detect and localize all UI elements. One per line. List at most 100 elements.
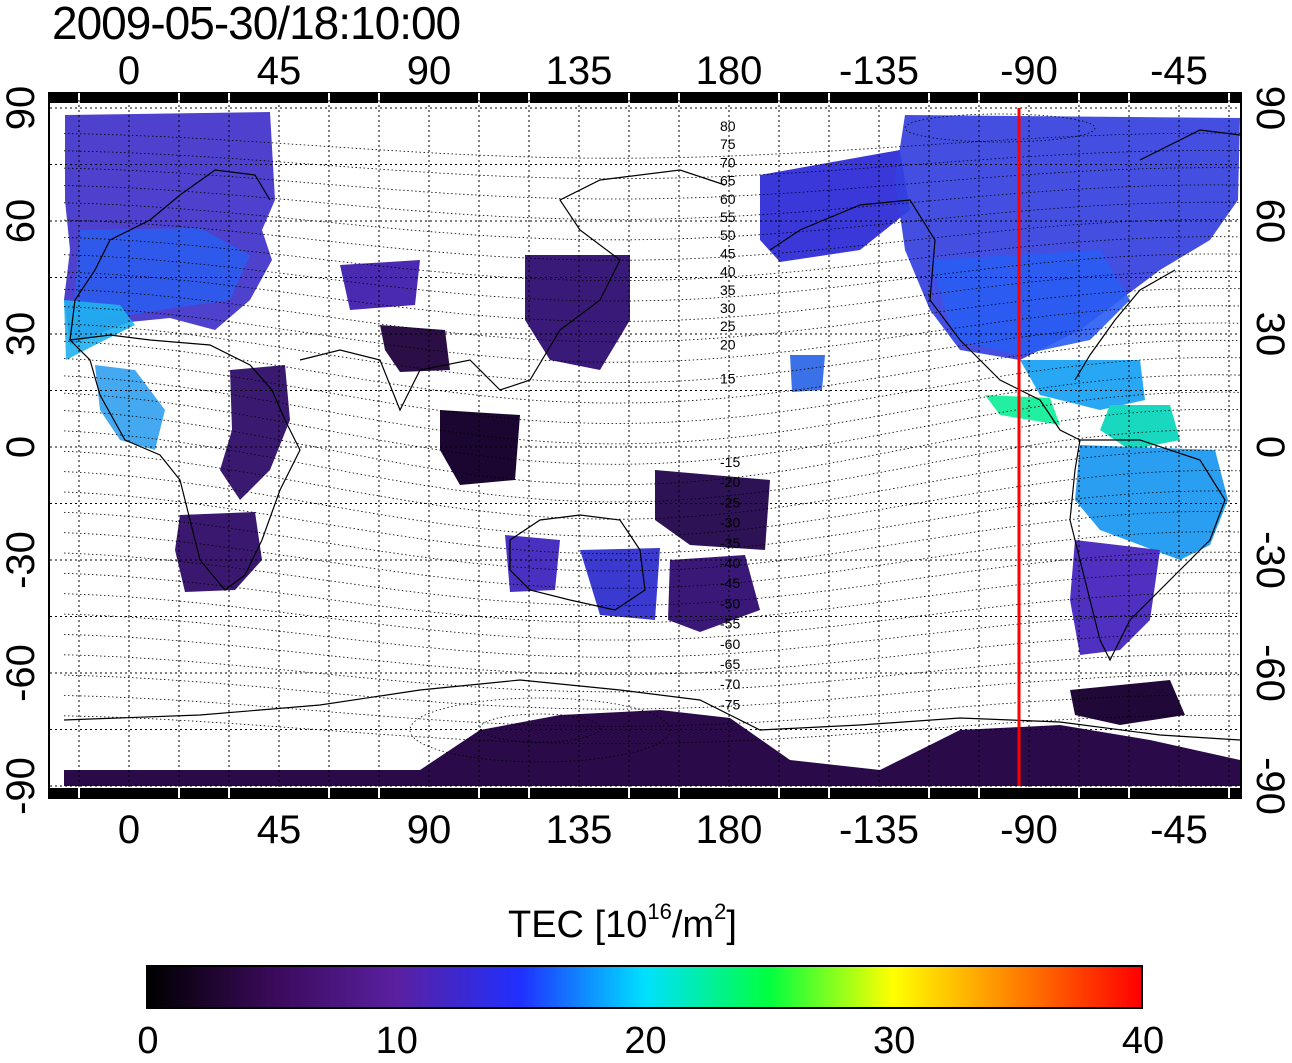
- south-pole-contour: [409, 697, 671, 763]
- bottom-band-gap: [1078, 788, 1080, 798]
- contour-line: [63, 339, 1241, 404]
- tec-patch-europe-light: [72, 228, 250, 330]
- tec-patch-gulf: [1020, 360, 1145, 410]
- top-band-gap: [778, 93, 780, 103]
- contour-line: [63, 374, 1241, 445]
- y-tick-label: 0: [0, 436, 43, 458]
- contour-label: 65: [720, 173, 736, 189]
- contour-label: -15: [720, 454, 740, 470]
- x-tick-label: 135: [546, 808, 613, 852]
- y-tick-label: 60: [0, 199, 43, 244]
- x-tick-label: -135: [839, 49, 919, 93]
- contour-line: [63, 132, 1240, 159]
- x-tick-label: -135: [839, 808, 919, 852]
- y-tick-label: 90: [1248, 86, 1292, 131]
- bottom-band-gap: [378, 788, 380, 798]
- contour-line: [63, 184, 1240, 220]
- contour-line: [63, 572, 1241, 624]
- contour-label: -50: [720, 595, 740, 611]
- colorbar: [146, 965, 1143, 1009]
- bottom-band-gap: [1128, 788, 1130, 798]
- x-tick-label: -45: [1150, 808, 1208, 852]
- tec-patch-australia: [505, 535, 560, 592]
- y-tick-label: -60: [1248, 644, 1292, 702]
- tec-map: 80 75 70 65 60 55 50 45 40 35 30 25 20 15 -15 -20 -25 -30…: [0, 49, 1292, 852]
- contour-line: [63, 633, 1241, 675]
- bottom-band-gap: [328, 788, 330, 798]
- top-band-gap: [628, 93, 630, 103]
- contour-label: 30: [720, 300, 736, 316]
- y-tick-label: -30: [0, 531, 43, 589]
- contour-line: [63, 253, 1241, 302]
- tec-patch-alaska: [760, 150, 910, 262]
- coast-north-america-east: [1074, 269, 1176, 381]
- bottom-axis-band: [49, 788, 1241, 798]
- bottom-band-gap: [678, 788, 680, 798]
- contour-label: -30: [720, 515, 740, 531]
- x-tick-label: 0: [118, 808, 140, 852]
- contour-line: [63, 429, 1241, 503]
- y-tick-label: -60: [0, 644, 43, 702]
- top-band-gap: [1078, 93, 1080, 103]
- contour-label: 80: [720, 118, 736, 134]
- contour-line: [63, 357, 1241, 424]
- tec-patch-hawaii: [790, 355, 825, 392]
- bottom-band-gap: [1228, 788, 1230, 798]
- contour-label: 35: [720, 282, 736, 298]
- tec-patch-antarctic-peninsula: [1070, 680, 1185, 725]
- contour-line: [63, 694, 1241, 727]
- left-y-axis-labels: 90 60 30 0 -30 -60 -90: [0, 86, 43, 815]
- contour-line: [63, 490, 1241, 555]
- contour-line: [63, 219, 1241, 261]
- x-tick-label: 90: [407, 49, 452, 93]
- tec-patch-africa-east: [220, 365, 290, 500]
- top-band-gap: [828, 93, 830, 103]
- x-tick-label: 45: [257, 808, 302, 852]
- x-tick-label: 180: [696, 808, 763, 852]
- contour-label: 15: [720, 371, 736, 387]
- x-tick-label: 45: [257, 49, 302, 93]
- colorbar-tick-label: 0: [137, 1020, 159, 1062]
- contour-labels: 80 75 70 65 60 55 50 45 40 35 30 25 20 15 -15 -20 -25 -30…: [720, 118, 740, 712]
- colorbar-tick-label: 20: [624, 1020, 667, 1062]
- top-x-axis-labels: 0 45 90 135 180 -135 -90 -45: [118, 49, 1208, 93]
- contour-label: 60: [720, 191, 736, 207]
- contour-label: -25: [720, 494, 740, 510]
- contour-line: [63, 391, 1241, 465]
- contour-line: [63, 449, 1241, 520]
- top-band-gap: [378, 93, 380, 103]
- contour-line: [63, 270, 1241, 322]
- colorbar-tick-label: 30: [873, 1020, 916, 1062]
- colorbar-tick-label: 10: [375, 1020, 418, 1062]
- contour-label: -70: [720, 676, 740, 692]
- contour-label: 25: [720, 318, 736, 334]
- bottom-band-gap: [828, 788, 830, 798]
- bottom-band-gap: [478, 788, 480, 798]
- bottom-band-gap: [528, 788, 530, 798]
- tec-patch-east-asia: [525, 255, 630, 370]
- y-tick-label: -30: [1248, 531, 1292, 589]
- contour-label: -45: [720, 575, 740, 591]
- bottom-band-gap: [78, 788, 80, 798]
- tec-patch-us-light: [930, 250, 1130, 355]
- y-tick-label: 60: [1248, 199, 1292, 244]
- tec-patch-india: [380, 325, 450, 372]
- tec-patch-australia-2: [580, 548, 660, 620]
- x-tick-label: 180: [696, 49, 763, 93]
- top-axis-band: [49, 93, 1241, 103]
- tec-data-patches: [64, 112, 1240, 786]
- contour-label: 75: [720, 136, 736, 152]
- x-tick-label: 135: [546, 49, 613, 93]
- contour-label: 55: [720, 209, 736, 225]
- x-tick-label: -90: [1000, 808, 1058, 852]
- contour-line: [63, 715, 1241, 744]
- contour-line: [63, 653, 1241, 693]
- contour-label: 40: [720, 264, 736, 280]
- top-band-gap: [1128, 93, 1130, 103]
- bottom-band-gap: [178, 788, 180, 798]
- y-tick-label: 30: [1248, 312, 1292, 357]
- bottom-band-gap: [928, 788, 930, 798]
- y-tick-label: -90: [0, 757, 43, 815]
- top-band-gap: [328, 93, 330, 103]
- y-tick-label: 0: [1248, 436, 1292, 458]
